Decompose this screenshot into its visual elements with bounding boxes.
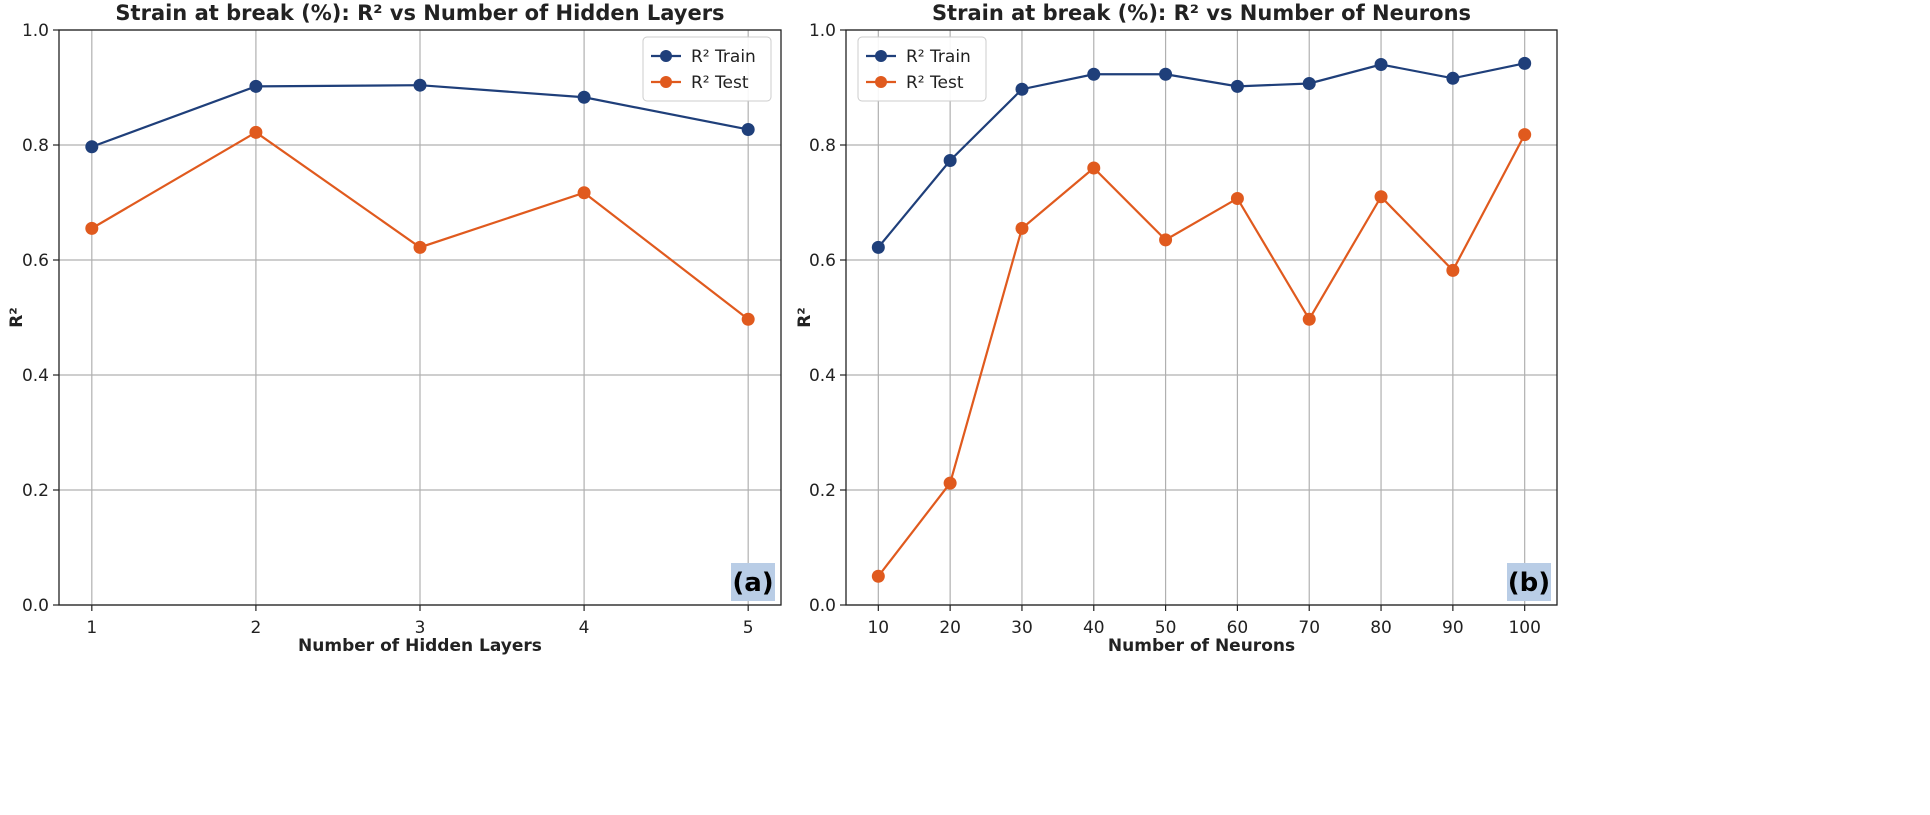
data-point-test [741,312,755,326]
data-point-train [943,154,957,168]
data-point-train [1302,76,1316,90]
data-point-test [1015,221,1029,235]
data-point-test [413,240,427,254]
data-point-train [1087,67,1101,81]
chart-panel-b: 10 20 30 40 50 60 70 80 90 100 0.0 0.2 0.4 0.6 0.8 1.0 S… [795,1,1558,656]
legend-box [642,36,772,102]
x-tick-label: 100 [1508,618,1540,638]
x-axis-label: Number of Hidden Layers [298,636,542,656]
y-axis-label: R² [795,307,815,328]
x-tick-label: 10 [867,618,889,638]
data-point-test [1374,190,1388,204]
y-tick-label: 1.0 [22,21,49,41]
legend-label: R² Train [691,47,756,67]
data-point-test [85,221,99,235]
x-tick-label: 4 [579,618,590,638]
data-point-train [741,122,755,136]
plot-frame [845,29,1558,606]
y-tick-label: 0.0 [22,596,49,616]
x-tick-label: 30 [1011,618,1033,638]
panel-label-box [731,563,775,601]
data-point-test [1159,233,1173,247]
y-tick-label: 0.6 [809,251,836,271]
x-tick-label: 60 [1227,618,1249,638]
x-tick-label: 90 [1442,618,1464,638]
legend-label: R² Test [906,73,964,93]
y-tick-label: 0.8 [22,136,49,156]
legend-marker [660,76,672,88]
x-tick-label: 3 [415,618,426,638]
data-point-train [1159,67,1173,81]
x-tick-label: 40 [1083,618,1105,638]
y-tick-label: 0.6 [22,251,49,271]
data-point-test [1446,263,1460,277]
y-axis-label: R² [7,307,27,328]
legend-label: R² Train [906,47,971,67]
x-tick-label: 20 [939,618,961,638]
data-point-train [1446,71,1460,85]
data-point-train [1015,82,1029,96]
chart-panel-a: 1 2 3 4 5 0.0 0.2 0.4 0.6 0.8 1.0 Strain at break (… [7,1,782,656]
legend-label: R² Test [691,73,749,93]
data-point-test [1302,312,1316,326]
y-tick-label: 0.2 [809,481,836,501]
data-point-train [871,240,885,254]
data-point-test [1230,191,1244,205]
data-point-train [1230,79,1244,93]
legend-marker [875,50,887,62]
data-point-test [249,125,263,139]
y-tick-label: 1.0 [809,21,836,41]
panel-label-box [1507,563,1551,601]
chart-title: Strain at break (%): R² vs Number of Neu… [932,1,1471,25]
chart-title: Strain at break (%): R² vs Number of Hid… [115,1,724,25]
panel-label: (a) [732,568,773,598]
data-point-train [1518,56,1532,70]
data-point-test [1518,128,1532,142]
data-point-train [249,79,263,93]
data-point-train [413,78,427,92]
data-point-test [871,569,885,583]
data-point-test [577,186,591,200]
y-tick-label: 0.2 [22,481,49,501]
data-point-test [943,476,957,490]
y-tick-label: 0.4 [809,366,836,386]
x-tick-label: 2 [250,618,261,638]
series-line-train [877,62,1525,249]
x-tick-label: 80 [1370,618,1392,638]
data-point-test [1087,161,1101,175]
data-point-train [85,140,99,154]
y-tick-label: 0.8 [809,136,836,156]
x-tick-label: 5 [743,618,754,638]
legend-marker [660,50,672,62]
panel-label: (b) [1508,568,1550,598]
y-tick-label: 0.4 [22,366,49,386]
x-axis-label: Number of Neurons [1108,636,1295,656]
data-point-train [577,90,591,104]
x-tick-label: 50 [1155,618,1177,638]
legend-marker [875,76,887,88]
data-point-train [1374,58,1388,71]
series-line-test [877,134,1526,577]
legend-box [857,36,987,102]
x-tick-label: 1 [86,618,97,638]
y-tick-label: 0.0 [809,596,836,616]
x-tick-label: 70 [1298,618,1320,638]
